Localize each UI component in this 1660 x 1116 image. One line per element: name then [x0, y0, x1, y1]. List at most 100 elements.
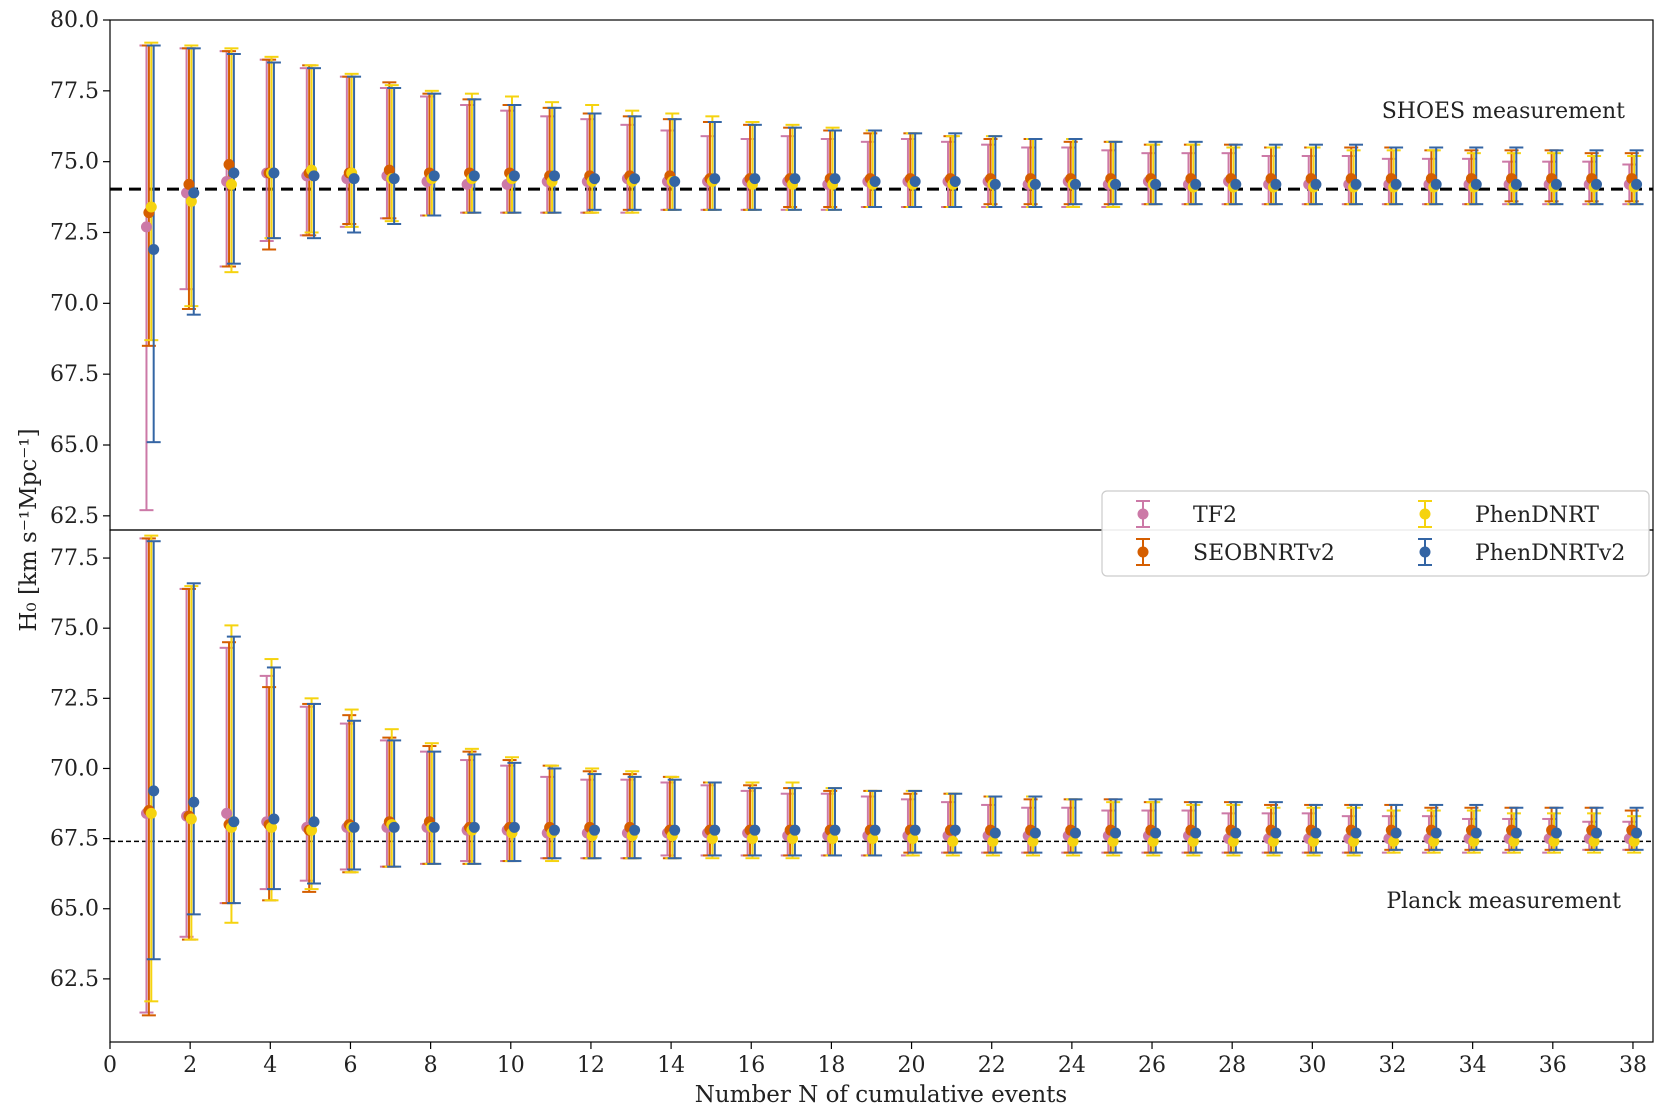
legend-item-phendnrtv2: PhenDNRTv2: [1418, 538, 1625, 566]
ytick-label: 62.5: [50, 504, 99, 529]
data-point: [1470, 178, 1482, 190]
data-point: [1631, 178, 1643, 190]
bottom-data-marks: [139, 534, 1644, 1017]
data-point: [308, 816, 320, 828]
data-point: [706, 833, 718, 845]
xtick-label: 2: [183, 1053, 197, 1078]
data-point: [1310, 178, 1322, 190]
data-point: [185, 813, 197, 825]
legend-item-tf2: TF2: [1136, 500, 1237, 528]
data-point: [468, 170, 480, 182]
ytick-label: 65.0: [50, 433, 99, 458]
data-point: [1550, 827, 1562, 839]
data-point: [867, 833, 879, 845]
data-point: [589, 173, 601, 185]
xtick-label: 4: [263, 1053, 277, 1078]
legend-label: TF2: [1193, 503, 1237, 528]
data-point: [1230, 827, 1242, 839]
shoes-annotation: SHOES measurement: [1382, 99, 1625, 124]
data-point: [1631, 827, 1643, 839]
data-point: [308, 170, 320, 182]
ytick-label: 65.0: [50, 897, 99, 922]
data-point: [827, 833, 839, 845]
ytick-label: 70.0: [50, 291, 99, 316]
ytick-label: 77.5: [50, 79, 99, 104]
data-point: [987, 835, 999, 847]
data-point: [749, 173, 761, 185]
data-point: [989, 178, 1001, 190]
legend-label: SEOBNRTv2: [1193, 541, 1335, 566]
data-point: [869, 176, 881, 187]
legend-marker-point: [1419, 508, 1431, 520]
xtick-label: 20: [898, 1053, 926, 1078]
xtick-label: 18: [817, 1053, 845, 1078]
data-point: [140, 221, 152, 233]
xtick-label: 8: [424, 1053, 438, 1078]
data-point: [548, 170, 560, 182]
data-point: [145, 807, 157, 819]
points-phendnrt: [145, 807, 1640, 847]
data-point: [228, 167, 240, 179]
data-point: [1107, 835, 1119, 847]
data-point: [428, 821, 440, 833]
data-point: [1227, 835, 1239, 847]
data-point: [829, 824, 841, 836]
xtick-label: 26: [1138, 1053, 1166, 1078]
x-axis: 0 2 4 6 8 10 12 14 16 18 20 22 24 26 28 30 32 34 36 38: [103, 1042, 1647, 1078]
data-point: [669, 824, 681, 836]
xtick-label: 36: [1539, 1053, 1567, 1078]
data-point: [1590, 178, 1602, 190]
points-phendnrtv2: [148, 167, 1643, 255]
data-point: [1588, 835, 1600, 847]
data-point: [1308, 835, 1320, 847]
legend-box: [1101, 490, 1650, 577]
xtick-label: 28: [1218, 1053, 1246, 1078]
data-point: [1430, 827, 1442, 839]
data-point: [183, 178, 195, 190]
data-point: [1348, 835, 1360, 847]
data-point: [1147, 835, 1159, 847]
data-point: [145, 201, 157, 213]
legend: TF2 PhenDNRT SEOBNRTv2 PhenDNRTv2: [1101, 490, 1650, 577]
ytick-label: 77.5: [50, 546, 99, 571]
legend-marker-point: [1137, 508, 1149, 520]
data-point: [1187, 835, 1199, 847]
data-point: [223, 159, 235, 170]
data-point: [1029, 178, 1041, 190]
series-phendnrtv2: [146, 44, 1644, 444]
ytick-label: 75.0: [50, 616, 99, 641]
data-point: [225, 178, 237, 190]
data-point: [589, 824, 601, 836]
data-point: [1350, 178, 1362, 190]
data-point: [1069, 827, 1081, 839]
data-point: [1150, 827, 1162, 839]
data-point: [1508, 835, 1520, 847]
data-point: [1190, 827, 1202, 839]
xtick-label: 16: [737, 1053, 765, 1078]
data-point: [1548, 835, 1560, 847]
panel-top: 62.5 65.0 67.5 70.0 72.5 75.0 77.5 80.0 SHOES m…: [50, 8, 1654, 531]
data-point: [1310, 827, 1322, 839]
y-axis-label: H₀ [km s⁻¹Mpc⁻¹]: [16, 428, 42, 631]
data-point: [348, 821, 360, 833]
data-point: [1150, 178, 1162, 190]
points-seobnrtv2: [143, 159, 1638, 219]
data-point: [789, 824, 801, 836]
data-point: [188, 187, 200, 199]
xtick-label: 34: [1459, 1053, 1487, 1078]
data-point: [989, 827, 1001, 839]
data-point: [1468, 835, 1480, 847]
data-point: [789, 173, 801, 185]
data-point: [1430, 178, 1442, 190]
data-point: [907, 833, 919, 845]
data-point: [306, 824, 318, 836]
data-point: [1388, 835, 1400, 847]
data-point: [1067, 835, 1079, 847]
data-point: [428, 170, 440, 182]
data-point: [1190, 178, 1202, 190]
legend-item-seobnrtv2: SEOBNRTv2: [1136, 538, 1335, 566]
xtick-label: 6: [343, 1053, 357, 1078]
data-point: [869, 824, 881, 836]
xtick-label: 10: [497, 1053, 525, 1078]
xtick-label: 22: [978, 1053, 1006, 1078]
